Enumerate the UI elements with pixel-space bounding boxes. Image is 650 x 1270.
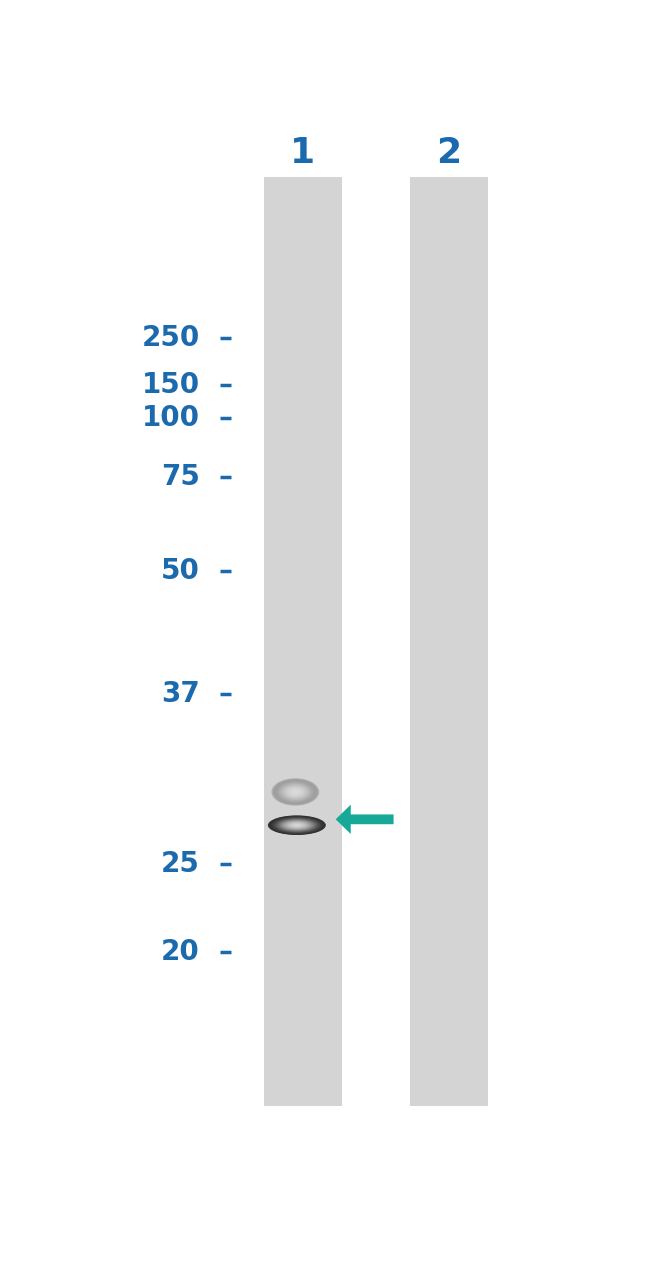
Ellipse shape: [278, 782, 313, 801]
Text: 20: 20: [161, 939, 200, 966]
Ellipse shape: [290, 823, 304, 828]
Bar: [264, 177, 342, 1106]
Ellipse shape: [291, 823, 303, 827]
Ellipse shape: [273, 817, 321, 833]
Text: 250: 250: [142, 324, 200, 352]
Ellipse shape: [274, 818, 320, 833]
Ellipse shape: [274, 780, 317, 804]
Ellipse shape: [268, 815, 326, 834]
Ellipse shape: [276, 818, 318, 832]
Ellipse shape: [284, 820, 309, 829]
Ellipse shape: [280, 784, 311, 800]
Text: 25: 25: [161, 851, 200, 879]
Text: 1: 1: [291, 136, 315, 170]
Ellipse shape: [291, 790, 299, 794]
Ellipse shape: [285, 822, 309, 829]
Ellipse shape: [282, 820, 311, 831]
Ellipse shape: [287, 822, 307, 828]
Ellipse shape: [294, 824, 300, 827]
Ellipse shape: [280, 819, 313, 831]
Text: 2: 2: [436, 136, 462, 170]
Ellipse shape: [288, 787, 303, 796]
Ellipse shape: [270, 817, 324, 834]
Ellipse shape: [276, 781, 315, 803]
Ellipse shape: [287, 787, 304, 796]
Ellipse shape: [278, 819, 316, 832]
Ellipse shape: [293, 824, 301, 827]
Text: 150: 150: [142, 371, 200, 399]
Ellipse shape: [272, 779, 318, 805]
Bar: [410, 177, 488, 1106]
Text: 50: 50: [161, 558, 200, 585]
FancyArrow shape: [335, 805, 393, 834]
Ellipse shape: [272, 779, 319, 805]
Ellipse shape: [286, 786, 305, 798]
Ellipse shape: [282, 785, 309, 800]
Ellipse shape: [288, 822, 305, 828]
Ellipse shape: [275, 781, 315, 804]
Ellipse shape: [291, 789, 300, 795]
Ellipse shape: [292, 790, 298, 794]
Text: 100: 100: [142, 404, 200, 432]
Ellipse shape: [278, 819, 315, 832]
Ellipse shape: [277, 818, 317, 832]
Ellipse shape: [284, 785, 307, 799]
Ellipse shape: [269, 815, 325, 834]
Ellipse shape: [283, 820, 310, 829]
Ellipse shape: [280, 819, 314, 831]
Ellipse shape: [279, 782, 311, 801]
Ellipse shape: [290, 789, 301, 795]
Ellipse shape: [295, 824, 299, 826]
Ellipse shape: [289, 823, 305, 828]
Ellipse shape: [292, 823, 302, 827]
Ellipse shape: [281, 820, 312, 831]
Ellipse shape: [272, 817, 322, 833]
Ellipse shape: [277, 781, 313, 803]
Ellipse shape: [274, 780, 317, 804]
Text: 75: 75: [161, 464, 200, 491]
Ellipse shape: [275, 818, 319, 833]
Ellipse shape: [289, 789, 302, 796]
Text: 37: 37: [161, 681, 200, 709]
Ellipse shape: [283, 785, 308, 799]
Ellipse shape: [281, 784, 309, 800]
Ellipse shape: [271, 817, 323, 834]
Ellipse shape: [286, 822, 307, 829]
Ellipse shape: [285, 786, 306, 798]
